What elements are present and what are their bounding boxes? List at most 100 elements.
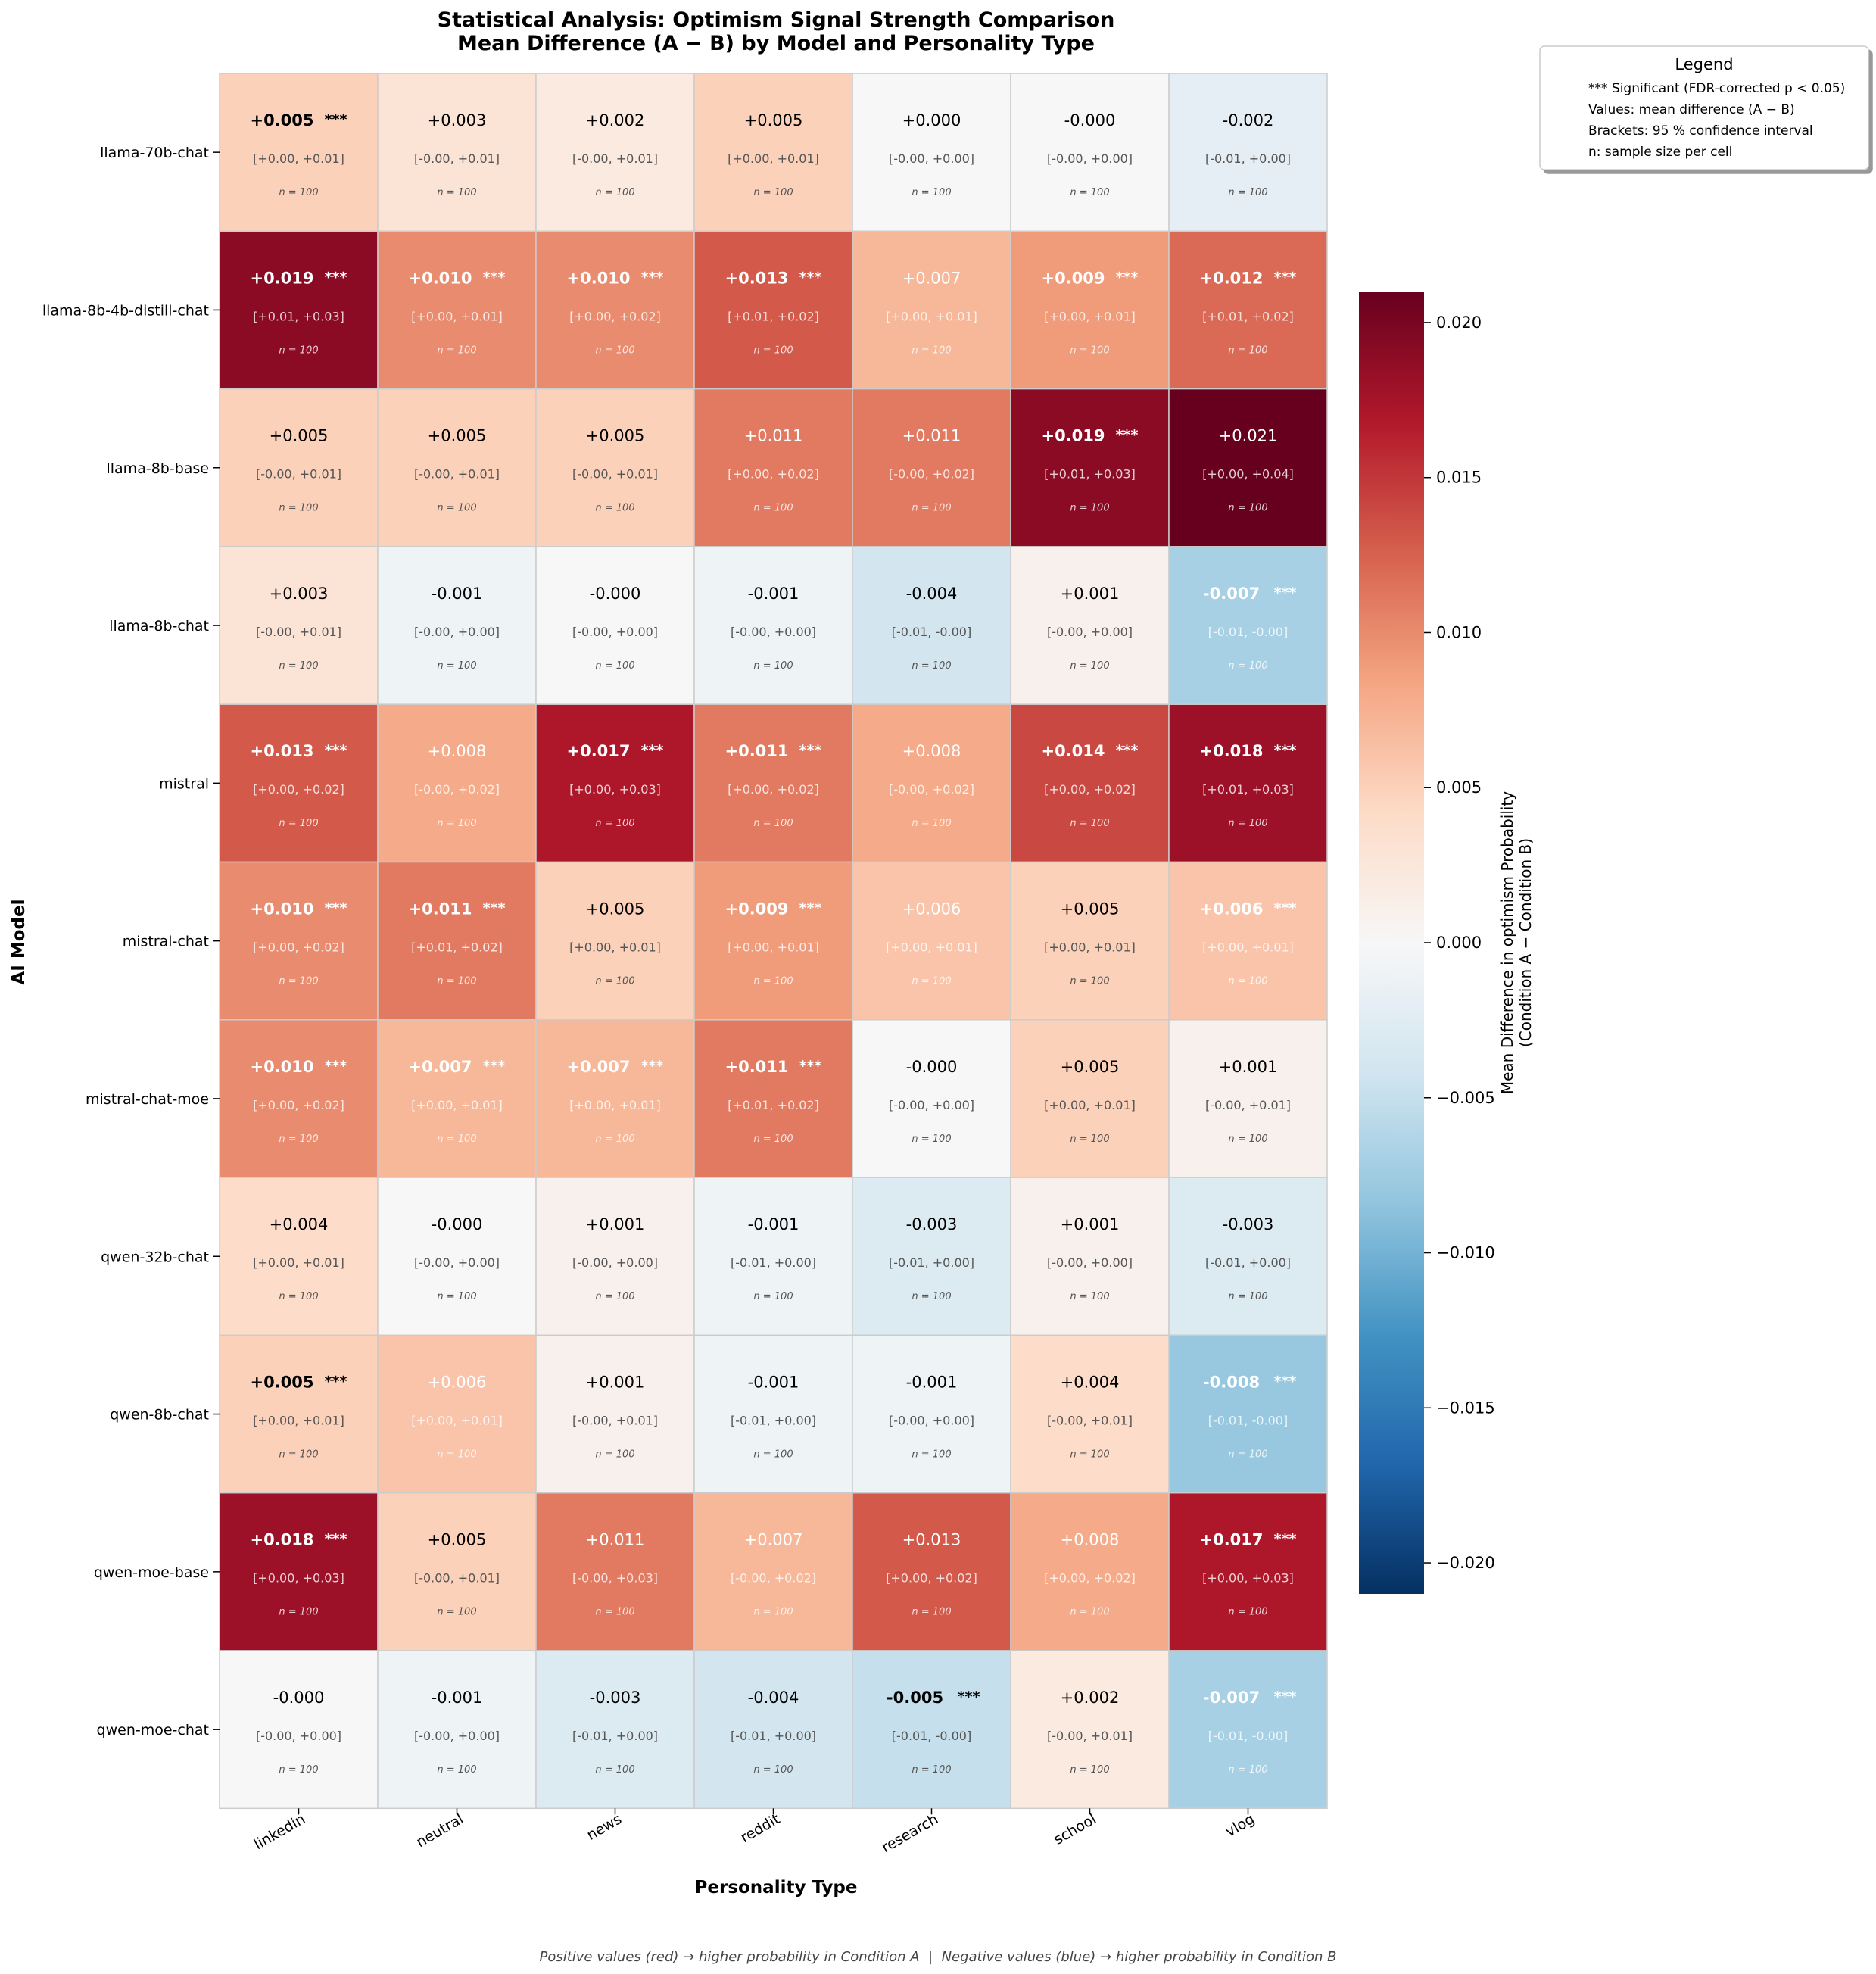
- sample-size-label: n = 100: [1070, 1607, 1109, 1618]
- confidence-interval-label: [-0.00, +0.00]: [889, 1098, 974, 1112]
- heatmap-cell-rect: [852, 1492, 1011, 1651]
- confidence-interval-label: [-0.01, +0.00]: [1205, 151, 1291, 166]
- heatmap-cell: +0.010 *** [+0.00, +0.02] n = 100: [535, 230, 695, 390]
- heatmap-cell: +0.011 *** [+0.00, +0.02] n = 100: [693, 703, 853, 863]
- sample-size-label: n = 100: [437, 818, 476, 829]
- cell-value-label: -0.000: [906, 1058, 958, 1076]
- cell-value-label: +0.004: [1061, 1373, 1120, 1391]
- heatmap-cell: +0.005 [+0.00, +0.01] n = 100: [1010, 861, 1170, 1021]
- significance-marker: ***: [325, 1058, 347, 1074]
- heatmap-cell-rect: [693, 1177, 853, 1336]
- heatmap-cell-rect: [1168, 388, 1328, 547]
- heatmap-grid: +0.005 *** [+0.00, +0.01] n = 100 +0.003 [-0.…: [219, 73, 1328, 1810]
- x-tick-label: reddit: [738, 1810, 783, 1846]
- heatmap-cell-rect: [1168, 861, 1328, 1021]
- colorbar-tick-label: −0.005: [1436, 1089, 1495, 1107]
- legend: Legend *** Significant (FDR-corrected p …: [1539, 45, 1869, 170]
- heatmap-cell: +0.011 [-0.00, +0.02] n = 100: [852, 388, 1011, 547]
- heatmap-cell-rect: [219, 861, 379, 1021]
- chart-title-line1: Statistical Analysis: Optimism Signal St…: [438, 8, 1115, 32]
- heatmap-cell: +0.017 *** [+0.00, +0.03] n = 100: [1168, 1492, 1328, 1651]
- sample-size-label: n = 100: [595, 660, 634, 672]
- confidence-interval-label: [+0.00, +0.02]: [728, 467, 819, 482]
- confidence-interval-label: [+0.00, +0.01]: [411, 309, 503, 323]
- confidence-interval-label: [+0.00, +0.03]: [1202, 1571, 1294, 1586]
- heatmap-cell: +0.001 [-0.00, +0.00] n = 100: [1010, 546, 1170, 705]
- heatmap-cell: +0.019 *** [+0.01, +0.03] n = 100: [219, 230, 379, 390]
- heatmap-cell: +0.006 [+0.00, +0.01] n = 100: [377, 1334, 537, 1494]
- cell-value-label: -0.003: [590, 1689, 641, 1707]
- heatmap-cell-rect: [377, 546, 537, 705]
- heatmap-cell: -0.007 *** [-0.01, -0.00] n = 100: [1168, 546, 1328, 705]
- heatmap-cell-rect: [852, 1650, 1011, 1810]
- cell-value-label: +0.007: [902, 269, 961, 287]
- heatmap-cell-rect: [693, 546, 853, 705]
- confidence-interval-label: [+0.00, +0.01]: [253, 151, 344, 166]
- y-tick-label: qwen-moe-base: [94, 1564, 209, 1581]
- confidence-interval-label: [-0.00, +0.00]: [414, 1255, 500, 1270]
- sample-size-label: n = 100: [595, 345, 634, 356]
- heatmap-cell-rect: [693, 73, 853, 232]
- heatmap-cell: -0.001 [-0.00, +0.00] n = 100: [693, 546, 853, 705]
- confidence-interval-label: [+0.00, +0.04]: [1202, 467, 1294, 482]
- heatmap-cell-rect: [852, 1019, 1011, 1178]
- heatmap-cell: -0.007 *** [-0.01, -0.00] n = 100: [1168, 1650, 1328, 1810]
- footnote: Positive values (red) → higher probabili…: [539, 1949, 1336, 1965]
- confidence-interval-label: [-0.00, +0.01]: [414, 151, 500, 166]
- sample-size-label: n = 100: [437, 1607, 476, 1618]
- significance-marker: ***: [799, 1058, 822, 1074]
- confidence-interval-label: [-0.00, +0.02]: [414, 782, 500, 797]
- cell-value-label: -0.000: [590, 585, 641, 603]
- confidence-interval-label: [+0.00, +0.03]: [569, 782, 661, 797]
- sample-size-label: n = 100: [279, 345, 318, 356]
- confidence-interval-label: [-0.01, +0.00]: [572, 1729, 658, 1743]
- heatmap-cell: -0.000 [-0.00, +0.00] n = 100: [1010, 73, 1170, 232]
- heatmap-cell: +0.003 [-0.00, +0.01] n = 100: [219, 546, 379, 705]
- cell-value-label: +0.013: [902, 1531, 961, 1549]
- cell-value-label: +0.017: [1199, 1531, 1263, 1549]
- y-tick-label: mistral-chat-moe: [86, 1091, 209, 1108]
- legend-entry: n: sample size per cell: [1588, 145, 1732, 160]
- sample-size-label: n = 100: [912, 660, 951, 672]
- heatmap-cell: -0.003 [-0.01, +0.00] n = 100: [1168, 1177, 1328, 1336]
- legend-title: Legend: [1675, 55, 1733, 73]
- confidence-interval-label: [+0.01, +0.02]: [728, 1098, 819, 1112]
- sample-size-label: n = 100: [912, 1291, 951, 1302]
- significance-marker: ***: [325, 269, 347, 285]
- confidence-interval-label: [-0.01, +0.00]: [1205, 1255, 1291, 1270]
- sample-size-label: n = 100: [1070, 660, 1109, 672]
- confidence-interval-label: [+0.00, +0.01]: [886, 940, 977, 955]
- confidence-interval-label: [+0.00, +0.02]: [253, 940, 344, 955]
- heatmap-cell-rect: [1010, 1019, 1170, 1178]
- heatmap-cell: +0.001 [-0.00, +0.01] n = 100: [535, 1334, 695, 1494]
- sample-size-label: n = 100: [912, 1764, 951, 1776]
- cell-value-label: +0.008: [1061, 1531, 1120, 1549]
- legend-box: [1539, 45, 1869, 170]
- heatmap-cell: -0.005 *** [-0.01, -0.00] n = 100: [852, 1650, 1011, 1810]
- significance-marker: ***: [1274, 1373, 1297, 1389]
- heatmap-cell-rect: [852, 73, 1011, 232]
- cell-value-label: +0.005: [270, 427, 329, 445]
- sample-size-label: n = 100: [1070, 976, 1109, 987]
- heatmap-cell-rect: [852, 388, 1011, 547]
- heatmap-cell: +0.001 [-0.00, +0.00] n = 100: [1010, 1177, 1170, 1336]
- x-axis-ticks: linkedin neutral news reddit research school v…: [251, 1808, 1257, 1856]
- sample-size-label: n = 100: [753, 660, 793, 672]
- heatmap-cell: +0.014 *** [+0.00, +0.02] n = 100: [1010, 703, 1170, 863]
- heatmap-cell: +0.007 [-0.00, +0.02] n = 100: [693, 1492, 853, 1651]
- sample-size-label: n = 100: [279, 818, 318, 829]
- sample-size-label: n = 100: [753, 818, 793, 829]
- heatmap-cell: -0.001 [-0.00, +0.00] n = 100: [377, 1650, 537, 1810]
- y-tick-label: qwen-moe-chat: [97, 1722, 209, 1739]
- heatmap-cell-rect: [535, 230, 695, 390]
- heatmap-cell: +0.008 [-0.00, +0.02] n = 100: [852, 703, 1011, 863]
- sample-size-label: n = 100: [279, 976, 318, 987]
- heatmap-cell: +0.010 *** [+0.00, +0.02] n = 100: [219, 861, 379, 1021]
- heatmap-cell-rect: [535, 861, 695, 1021]
- confidence-interval-label: [-0.00, +0.00]: [1047, 625, 1133, 639]
- sample-size-label: n = 100: [1228, 503, 1267, 514]
- colorbar-tick-label: 0.015: [1436, 469, 1482, 487]
- heatmap-cell-rect: [219, 1177, 379, 1336]
- sample-size-label: n = 100: [1070, 503, 1109, 514]
- heatmap-cell-rect: [693, 861, 853, 1021]
